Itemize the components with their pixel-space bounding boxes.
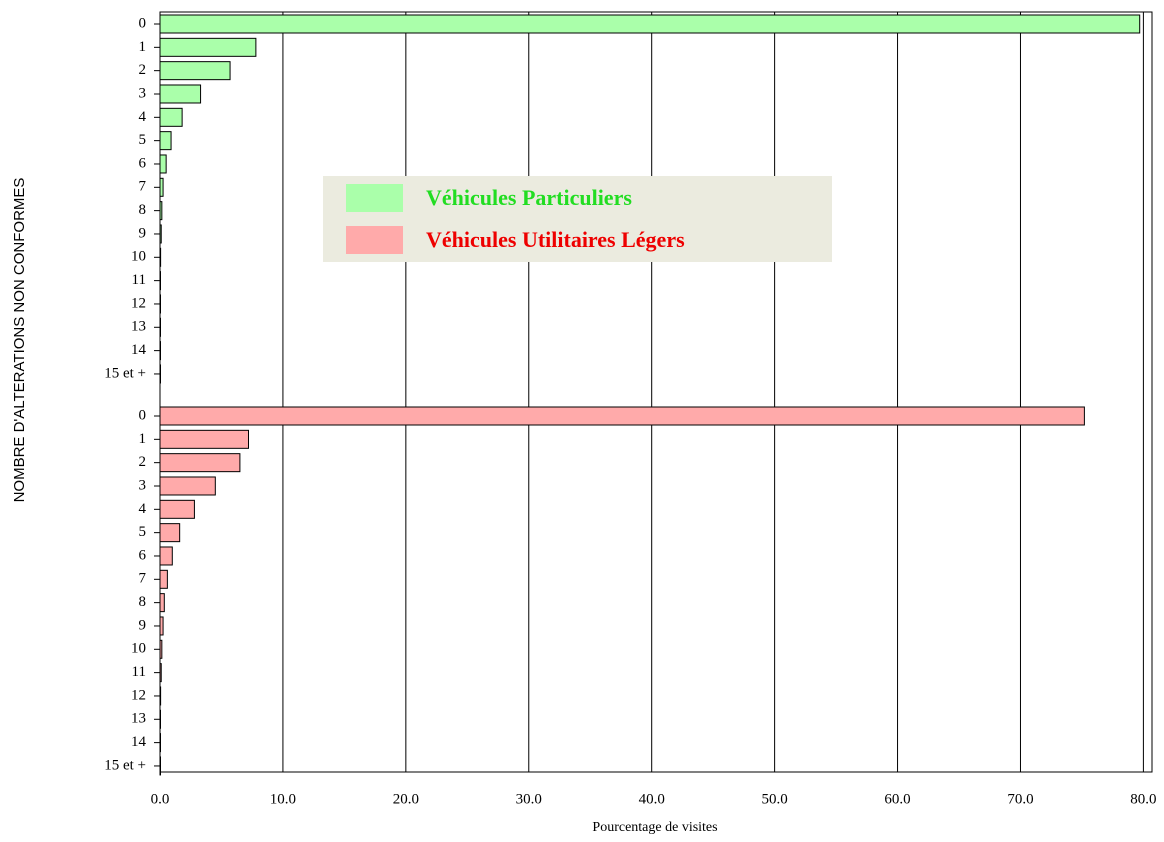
y-tick-label: 5: [139, 132, 147, 148]
bar: [159, 364, 161, 384]
x-tick-label: 80.0: [1130, 791, 1156, 807]
y-tick-label: 1: [139, 431, 147, 447]
x-tick-label: 30.0: [516, 791, 542, 807]
bar: [159, 406, 1085, 426]
y-tick-label: 9: [139, 225, 147, 241]
bar: [159, 453, 241, 473]
legend-label: Véhicules Particuliers: [426, 185, 632, 210]
bar: [159, 84, 202, 104]
bar: [159, 546, 173, 566]
legend-swatch: [346, 226, 403, 254]
bar: [159, 271, 161, 291]
bar: [159, 317, 161, 337]
y-tick-label: 2: [139, 62, 147, 78]
y-tick-label: 13: [131, 319, 146, 335]
y-tick-label: 14: [131, 734, 147, 750]
y-tick-label: 0: [139, 407, 147, 423]
y-tick-label: 14: [131, 342, 147, 358]
bar: [159, 14, 1141, 34]
x-tick-label: 60.0: [884, 791, 910, 807]
y-tick-label: 6: [139, 155, 147, 171]
y-tick-label: 4: [139, 109, 147, 125]
bar: [159, 224, 162, 244]
y-tick-label: 8: [139, 202, 147, 218]
y-axis-label: NOMBRE D'ALTERATIONS NON CONFORMES: [11, 178, 28, 503]
y-tick-label: 6: [139, 547, 147, 563]
bar: [159, 37, 257, 57]
bar: [159, 709, 161, 729]
bar: [159, 639, 163, 659]
x-tick-label: 70.0: [1007, 791, 1033, 807]
y-tick-label: 3: [139, 85, 147, 101]
bar: [159, 733, 161, 753]
x-tick-label: 10.0: [270, 791, 296, 807]
y-tick-label: 11: [132, 664, 146, 680]
y-tick-label: 13: [131, 711, 146, 727]
x-tick-label: 0.0: [151, 791, 170, 807]
y-tick-label: 4: [139, 501, 147, 517]
bar: [159, 756, 161, 776]
x-axis-label: Pourcentage de visites: [592, 820, 717, 835]
bar: [159, 523, 181, 543]
bar: [159, 476, 216, 496]
y-tick-label: 7: [139, 571, 147, 587]
bar: [159, 341, 161, 361]
y-tick-label: 15 et +: [104, 365, 146, 381]
y-tick-label: 5: [139, 524, 147, 540]
legend-label: Véhicules Utilitaires Légers: [426, 227, 685, 252]
y-tick-label: 10: [131, 249, 146, 265]
bar: [159, 499, 195, 519]
bar: [159, 429, 250, 449]
plot-border: [159, 11, 1153, 773]
y-tick-label: 12: [131, 295, 146, 311]
y-tick-label: 2: [139, 454, 147, 470]
bar: [159, 107, 183, 127]
bar: [159, 686, 162, 706]
x-tick-label: 20.0: [393, 791, 419, 807]
y-tick-label: 15 et +: [104, 757, 146, 773]
y-tick-label: 8: [139, 594, 147, 610]
y-tick-label: 7: [139, 179, 147, 195]
bar: [159, 201, 163, 221]
y-tick-label: 11: [132, 272, 146, 288]
y-tick-label: 10: [131, 641, 146, 657]
y-tick-label: 0: [139, 15, 147, 31]
y-tick-label: 1: [139, 39, 147, 55]
bar: [159, 154, 167, 174]
x-tick-label: 50.0: [761, 791, 787, 807]
y-tick-label: 3: [139, 477, 147, 493]
bar: [159, 593, 165, 613]
bar: [159, 294, 161, 314]
y-tick-label: 12: [131, 687, 146, 703]
legend-box: [323, 176, 832, 262]
bar: [159, 131, 172, 151]
bar: [159, 177, 164, 197]
x-tick-label: 40.0: [639, 791, 665, 807]
bar: [159, 663, 162, 683]
bar: [159, 569, 168, 589]
bar: [159, 61, 231, 81]
bar: [159, 247, 162, 267]
legend-swatch: [346, 184, 403, 212]
bar: [159, 616, 164, 636]
y-tick-label: 9: [139, 617, 147, 633]
